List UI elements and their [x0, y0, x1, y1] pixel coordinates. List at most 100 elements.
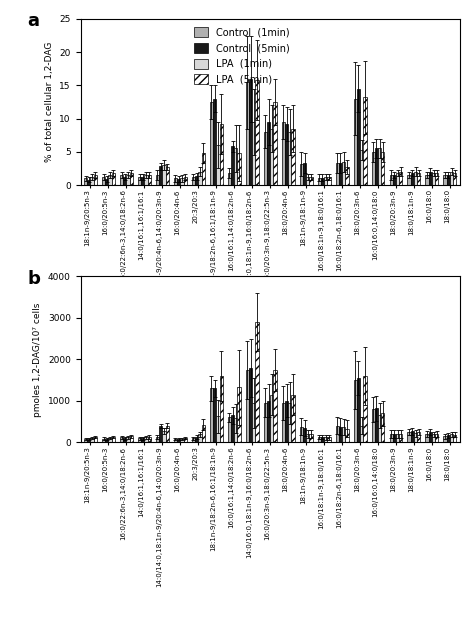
Bar	[378, 149, 381, 185]
Bar	[453, 435, 456, 442]
Bar	[267, 122, 270, 185]
Bar	[432, 434, 435, 442]
Bar	[318, 437, 321, 442]
Y-axis label: pmoles 1,2-DAG/10⁷ cells: pmoles 1,2-DAG/10⁷ cells	[33, 302, 42, 416]
Bar	[414, 434, 417, 442]
Bar	[156, 175, 159, 185]
Bar	[127, 437, 130, 442]
Bar	[219, 124, 223, 185]
Bar	[321, 178, 324, 185]
Bar	[360, 150, 363, 185]
Bar	[435, 434, 438, 442]
Bar	[435, 173, 438, 185]
Bar	[130, 436, 133, 442]
Bar	[201, 153, 205, 185]
Bar	[372, 152, 375, 185]
Bar	[450, 172, 453, 185]
Bar	[378, 415, 381, 442]
Bar	[234, 149, 237, 185]
Text: a: a	[27, 12, 39, 30]
Bar	[324, 177, 328, 185]
Bar	[163, 431, 165, 442]
Bar	[210, 102, 213, 185]
Bar	[141, 438, 145, 442]
Bar	[255, 80, 259, 185]
Bar	[264, 403, 267, 442]
Bar	[354, 380, 357, 442]
Bar	[354, 99, 357, 185]
Bar	[109, 175, 112, 185]
Bar	[246, 370, 249, 442]
Bar	[237, 153, 241, 185]
Bar	[237, 387, 241, 442]
Bar	[390, 434, 393, 442]
Bar	[443, 175, 447, 185]
Bar	[147, 437, 151, 442]
Bar	[345, 428, 348, 442]
Bar	[123, 438, 127, 442]
Bar	[109, 438, 112, 442]
Bar	[324, 437, 328, 442]
Bar	[213, 389, 216, 442]
Bar	[450, 434, 453, 442]
Bar	[249, 368, 252, 442]
Bar	[336, 426, 339, 442]
Bar	[112, 173, 115, 185]
Bar	[310, 434, 312, 442]
Bar	[292, 128, 295, 185]
Bar	[145, 175, 147, 185]
Bar	[282, 403, 285, 442]
Bar	[177, 439, 180, 442]
Bar	[112, 437, 115, 442]
Bar	[234, 418, 237, 442]
Bar	[342, 162, 345, 185]
Bar	[201, 425, 205, 442]
Bar	[285, 401, 288, 442]
Bar	[270, 394, 273, 442]
Bar	[102, 177, 105, 185]
Bar	[91, 177, 94, 185]
Bar	[252, 122, 255, 185]
Bar	[447, 175, 450, 185]
Bar	[177, 179, 180, 185]
Bar	[360, 426, 363, 442]
Bar	[447, 435, 450, 442]
Bar	[318, 178, 321, 185]
Bar	[339, 427, 342, 442]
Bar	[282, 122, 285, 185]
Bar	[336, 163, 339, 185]
Bar	[399, 172, 402, 185]
Bar	[180, 178, 183, 185]
Bar	[165, 167, 169, 185]
Bar	[183, 177, 187, 185]
Bar	[130, 173, 133, 185]
Bar	[84, 439, 87, 442]
Bar	[303, 428, 306, 442]
Bar	[393, 175, 396, 185]
Bar	[174, 439, 177, 442]
Bar	[228, 173, 231, 185]
Bar	[453, 173, 456, 185]
Bar	[292, 394, 295, 442]
Bar	[249, 79, 252, 185]
Bar	[159, 166, 163, 185]
Bar	[159, 426, 163, 442]
Bar	[288, 403, 292, 442]
Bar	[219, 376, 223, 442]
Bar	[192, 438, 195, 442]
Bar	[105, 179, 109, 185]
Bar	[310, 177, 312, 185]
Bar	[381, 152, 384, 185]
Bar	[426, 175, 428, 185]
Bar	[165, 426, 169, 442]
Bar	[328, 437, 330, 442]
Bar	[174, 178, 177, 185]
Bar	[381, 413, 384, 442]
Legend: Control  (1min), Control  (5min), LPA  (1min), LPA  (5min): Control (1min), Control (5min), LPA (1mi…	[191, 25, 292, 87]
Bar	[417, 432, 420, 442]
Bar	[357, 88, 360, 185]
Bar	[396, 434, 399, 442]
Text: b: b	[27, 270, 40, 288]
Bar	[145, 437, 147, 442]
Bar	[339, 163, 342, 185]
